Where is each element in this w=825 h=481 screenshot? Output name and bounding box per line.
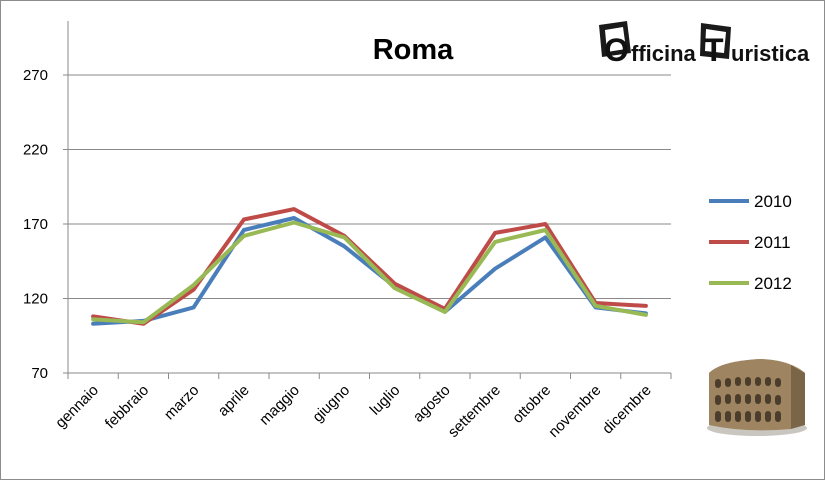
chart-title: Roma	[373, 34, 454, 66]
x-axis-ticks: gennaio febbraio marzo aprile maggio giugno lu…	[52, 373, 672, 441]
legend-label-2011: 2011	[754, 233, 791, 252]
logo-letter-o: O	[604, 32, 629, 68]
x-tick-label: maggio	[256, 382, 303, 429]
officina-turistica-logo: O fficina T uristica	[599, 21, 810, 68]
grid-lines	[68, 74, 671, 299]
y-tick-label: 70	[31, 365, 48, 382]
x-tick-label: aprile	[215, 382, 253, 420]
series-line-2010	[91, 216, 648, 326]
logo-text-officina: fficina	[631, 41, 697, 66]
x-tick-label: febbraio	[102, 382, 152, 432]
x-tick-label: dicembre	[599, 382, 655, 438]
x-tick-label: settembre	[445, 382, 504, 441]
y-tick-label: 220	[23, 142, 48, 159]
colosseum-icon	[707, 359, 807, 436]
legend: 2010 2011 2012	[709, 192, 792, 293]
x-tick-label: luglio	[367, 382, 404, 419]
x-tick-label: gennaio	[52, 382, 102, 432]
x-tick-label: ottobre	[509, 382, 554, 427]
x-tick-label: agosto	[410, 382, 454, 426]
y-tick-label: 270	[23, 67, 48, 84]
legend-label-2012: 2012	[754, 274, 792, 293]
series-line-2012	[91, 220, 648, 325]
series-lines	[91, 207, 648, 326]
axes	[67, 21, 671, 374]
logo-o-badge: O	[599, 21, 631, 68]
y-tick-label: 120	[23, 291, 48, 308]
logo-letter-t: T	[704, 32, 724, 68]
legend-label-2010: 2010	[754, 192, 792, 211]
series-line-2011	[91, 207, 648, 326]
x-tick-label: giugno	[309, 382, 353, 426]
logo-text-uristica: uristica	[731, 41, 810, 66]
y-tick-label: 170	[23, 216, 48, 233]
y-axis-ticks: 70 120 170 220 270	[23, 67, 68, 382]
logo-t-badge: T	[700, 23, 731, 68]
x-tick-label: novembre	[545, 382, 604, 441]
x-tick-label: marzo	[161, 382, 202, 423]
